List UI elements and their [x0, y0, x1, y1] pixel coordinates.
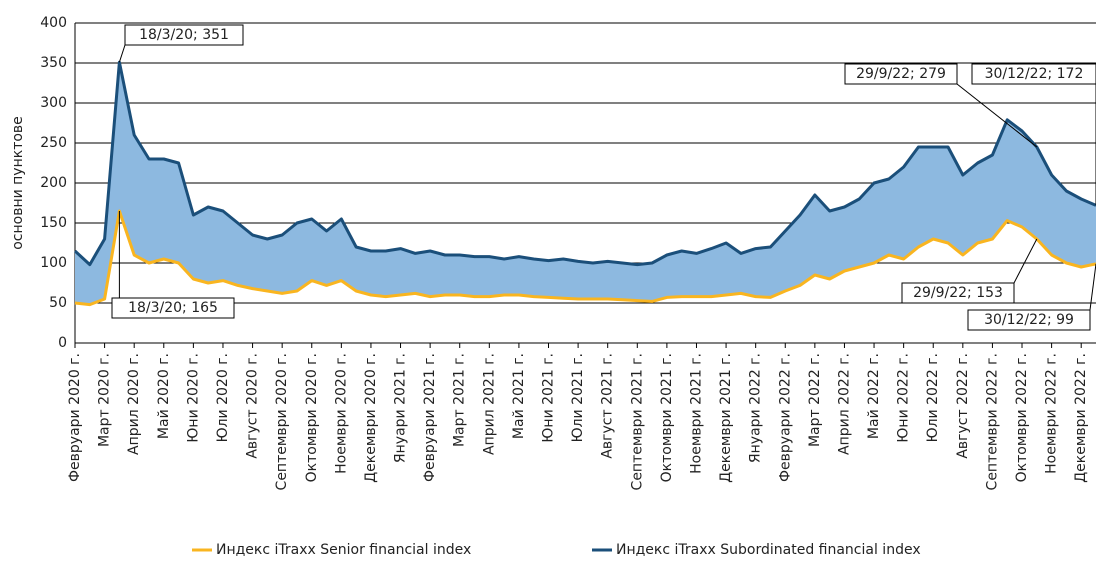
- x-tick-label: Април 2021 г.: [481, 353, 497, 455]
- y-tick-label: 0: [58, 335, 67, 351]
- x-tick-label: Юни 2022 г.: [896, 353, 912, 443]
- x-tick-label: Март 2020 г.: [97, 353, 113, 447]
- x-tick-label: Март 2022 г.: [807, 353, 823, 447]
- annotation: 29/9/22; 153: [913, 285, 1003, 301]
- x-tick-label: Февруари 2022 г.: [777, 353, 793, 482]
- x-tick-label: Юли 2022 г.: [925, 353, 941, 443]
- x-tick-label: Ноември 2020 г.: [333, 353, 349, 474]
- annotation-box: [111, 297, 235, 319]
- x-tick-label: Декември 2020 г.: [363, 353, 379, 483]
- x-tick-label: Януари 2021 г.: [393, 353, 409, 463]
- y-tick-label: 350: [40, 55, 67, 71]
- annotation: 30/12/22; 172: [985, 66, 1084, 82]
- x-tick-label: Февруари 2020 г.: [67, 353, 83, 482]
- x-tick-label: Ноември 2022 г.: [1044, 353, 1060, 474]
- x-tick-label: Юли 2021 г.: [570, 353, 586, 443]
- y-tick-label: 400: [40, 15, 67, 31]
- annotation-leader: [956, 83, 1038, 148]
- x-tick-label: Декември 2021 г.: [718, 353, 734, 483]
- line-series: [73, 60, 1096, 267]
- y-tick-label: 150: [40, 215, 67, 231]
- y-tick-label: 200: [40, 175, 67, 191]
- line-series: [74, 209, 1096, 307]
- x-tick-label: Август 2021 г.: [600, 353, 616, 459]
- x-tick-label: Септември 2021 г.: [629, 353, 645, 490]
- annotation: 29/9/22; 279: [856, 66, 946, 82]
- legend-label: Индекс iTraxx Senior financial index: [216, 542, 471, 558]
- annotation-box: [124, 24, 244, 46]
- annotation-box: [901, 282, 1015, 304]
- annotation: 30/12/22; 99: [984, 312, 1074, 328]
- x-tick-label: Октомври 2022 г.: [1014, 353, 1030, 482]
- y-axis-label: основни пунктове: [10, 116, 26, 250]
- x-tick-label: Ноември 2021 г.: [688, 353, 704, 474]
- annotation-leader: [118, 44, 126, 63]
- annotation-box: [967, 309, 1091, 331]
- legend-label: Индекс iTraxx Subordinated financial ind…: [616, 542, 921, 558]
- x-tick-label: Май 2021 г.: [511, 353, 527, 439]
- x-tick-label: Април 2020 г.: [126, 353, 142, 455]
- annotation: 18/3/20; 351: [139, 27, 229, 43]
- x-tick-label: Октомври 2021 г.: [659, 353, 675, 482]
- y-tick-label: 300: [40, 95, 67, 111]
- x-tick-label: Септември 2020 г.: [274, 353, 290, 490]
- x-tick-label: Юни 2020 г.: [185, 353, 201, 443]
- x-tick-label: Юни 2021 г.: [541, 353, 557, 443]
- x-tick-label: Март 2021 г.: [452, 353, 468, 447]
- x-tick-label: Май 2020 г.: [156, 353, 172, 439]
- x-tick-label: Декември 2022 г.: [1073, 353, 1089, 483]
- x-tick-label: Септември 2022 г.: [984, 353, 1000, 490]
- x-tick-label: Февруари 2021 г.: [422, 353, 438, 482]
- annotation-leader: [1013, 238, 1038, 284]
- x-tick-label: Октомври 2020 г.: [304, 353, 320, 482]
- y-tick-label: 100: [40, 255, 67, 271]
- x-tick-label: Май 2022 г.: [866, 353, 882, 439]
- annotation: 18/3/20; 165: [128, 300, 218, 316]
- annotation-leader: [1089, 263, 1096, 311]
- x-tick-label: Януари 2022 г.: [748, 353, 764, 463]
- x-tick-label: Август 2020 г.: [245, 353, 261, 459]
- annotation-box: [844, 63, 958, 85]
- y-tick-label: 50: [49, 295, 67, 311]
- x-tick-label: Август 2022 г.: [955, 353, 971, 459]
- x-tick-label: Юли 2020 г.: [215, 353, 231, 443]
- y-tick-label: 250: [40, 135, 67, 151]
- annotation-box: [971, 63, 1096, 85]
- fill-between: [75, 62, 1096, 305]
- x-tick-label: Април 2022 г.: [836, 353, 852, 455]
